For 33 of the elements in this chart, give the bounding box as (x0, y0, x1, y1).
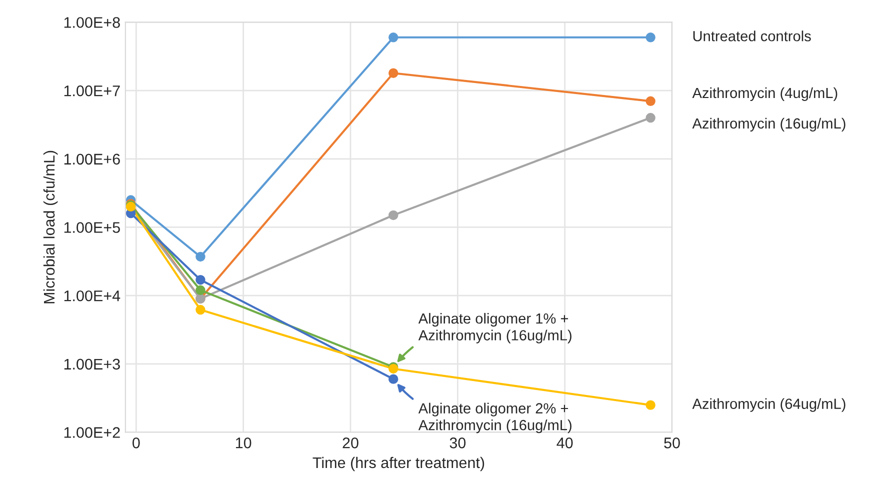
y-tick-label: 1.00E+7 (64, 85, 120, 96)
y-tick-label: 1.00E+8 (64, 17, 120, 28)
point (388, 374, 398, 384)
x-tick-label: 10 (236, 438, 252, 448)
x-tick-label: 50 (664, 438, 680, 448)
x-axis-title: Time (hrs after treatment) (312, 456, 484, 472)
text: Azithromycin (16ug/mL) (692, 118, 846, 132)
text: Azithromycin (4ug/mL) (692, 87, 838, 102)
y-axis-title: Microbial load (cfu/mL) (43, 150, 58, 304)
x-tick-label: 30 (450, 438, 466, 448)
point (388, 68, 398, 78)
x-tick-label: 20 (342, 438, 358, 448)
point (388, 210, 398, 220)
point (196, 274, 206, 285)
point (646, 32, 656, 42)
y-tick-label: 1.00E+4 (64, 290, 120, 302)
y-tick-label: 1.00E+3 (64, 358, 120, 370)
y-tick-label: 1.00E+2 (64, 427, 120, 438)
point (388, 32, 398, 42)
text: Azithromycin (64ug/mL) (692, 398, 846, 412)
text: Untreated controls (693, 30, 811, 42)
point (646, 112, 656, 123)
text: Alginate oligomer 1% + Azithromycin (16ug/mL) (418, 312, 572, 344)
y-tick-label: 1.00E+5 (64, 222, 120, 233)
point (646, 400, 656, 410)
legend-label: Alginate oligomer 2% + Azithromycin (16ug/mL) (418, 402, 572, 434)
y-tick-label: 1.00E+6 (64, 154, 120, 165)
point (196, 252, 206, 262)
point (646, 96, 656, 106)
x-tick-label: 0 (132, 438, 140, 448)
x-tick-label: 40 (556, 438, 573, 448)
point (196, 304, 206, 315)
point (196, 285, 206, 296)
